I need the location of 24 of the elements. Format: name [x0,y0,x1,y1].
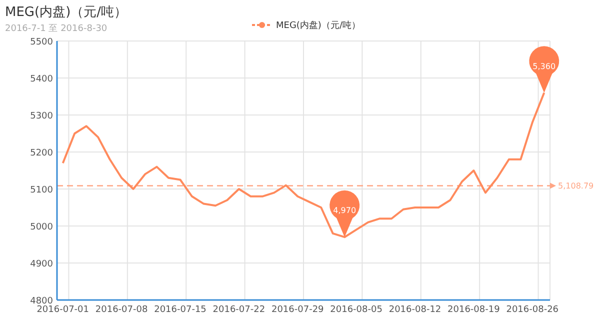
y-tick-label: 4800 [30,296,54,306]
x-tick-label: 2016-08-26 [506,305,559,315]
legend-label: MEG(内盘)（元/吨） [276,20,360,31]
ref-line-label: 5,108.79 [558,182,594,191]
y-tick-label: 5400 [30,74,54,84]
y-tick-label: 5500 [30,38,54,48]
annotation: 4,970 [333,206,356,216]
annotation: 5,360 [532,62,556,71]
chart-title: MEG(内盘)（元/吨） [5,5,128,20]
x-tick-label: 2016-08-12 [388,305,442,315]
x-tick-label: 2016-08-19 [448,305,500,315]
x-tick-label: 2016-08-05 [330,305,382,315]
x-tick-label: 2016-07-29 [271,305,324,315]
y-tick-label: 5300 [30,112,54,122]
y-tick-label: 5200 [30,148,54,158]
y-tick-label: 4900 [30,260,54,270]
chart-subtitle: 2016-7-1 至 2016-8-30 [5,24,108,34]
y-tick-label: 5100 [30,186,54,196]
x-tick-label: 2016-07-08 [95,305,148,315]
y-tick-label: 5000 [30,222,54,232]
line-series [62,92,546,238]
x-tick-label: 2016-07-15 [154,305,206,315]
x-tick-label: 2016-07-01 [36,305,90,315]
x-tick-label: 2016-07-22 [212,305,266,315]
